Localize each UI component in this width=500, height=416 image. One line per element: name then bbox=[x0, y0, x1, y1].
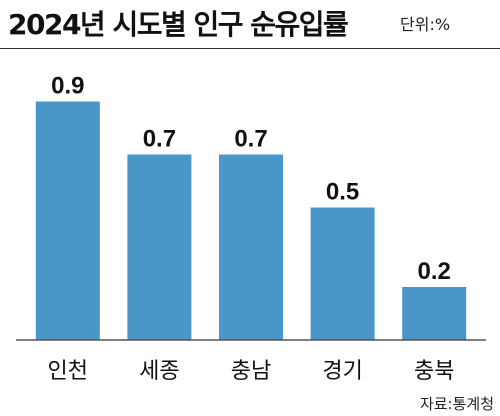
category-labels-group: 인천 세종 충남 경기 충북 bbox=[48, 359, 455, 384]
bar-4 bbox=[310, 207, 375, 340]
value-label-1: 0.9 bbox=[51, 73, 84, 100]
value-label-5: 0.2 bbox=[418, 258, 451, 285]
title-divider bbox=[0, 48, 500, 49]
value-label-4: 0.5 bbox=[326, 179, 359, 206]
bar-2 bbox=[127, 154, 192, 340]
category-label-4: 경기 bbox=[322, 359, 362, 384]
chart-title: 2024년 시도별 인구 순유입률 bbox=[8, 8, 349, 41]
bar-3 bbox=[219, 154, 283, 340]
category-label-3: 충남 bbox=[231, 359, 271, 384]
source-note: 자료:통계청 bbox=[419, 395, 494, 413]
category-label-1: 인천 bbox=[48, 359, 88, 384]
bar-1 bbox=[35, 101, 100, 340]
bar-5 bbox=[402, 287, 467, 340]
value-label-3: 0.7 bbox=[234, 126, 267, 153]
value-label-2: 0.7 bbox=[143, 126, 176, 153]
category-label-2: 세종 bbox=[139, 359, 179, 384]
value-labels-group: 0.9 0.7 0.7 0.5 0.2 bbox=[51, 73, 451, 286]
unit-label: 단위:% bbox=[400, 15, 451, 34]
category-label-5: 충북 bbox=[414, 359, 454, 384]
bars-group bbox=[35, 101, 467, 340]
